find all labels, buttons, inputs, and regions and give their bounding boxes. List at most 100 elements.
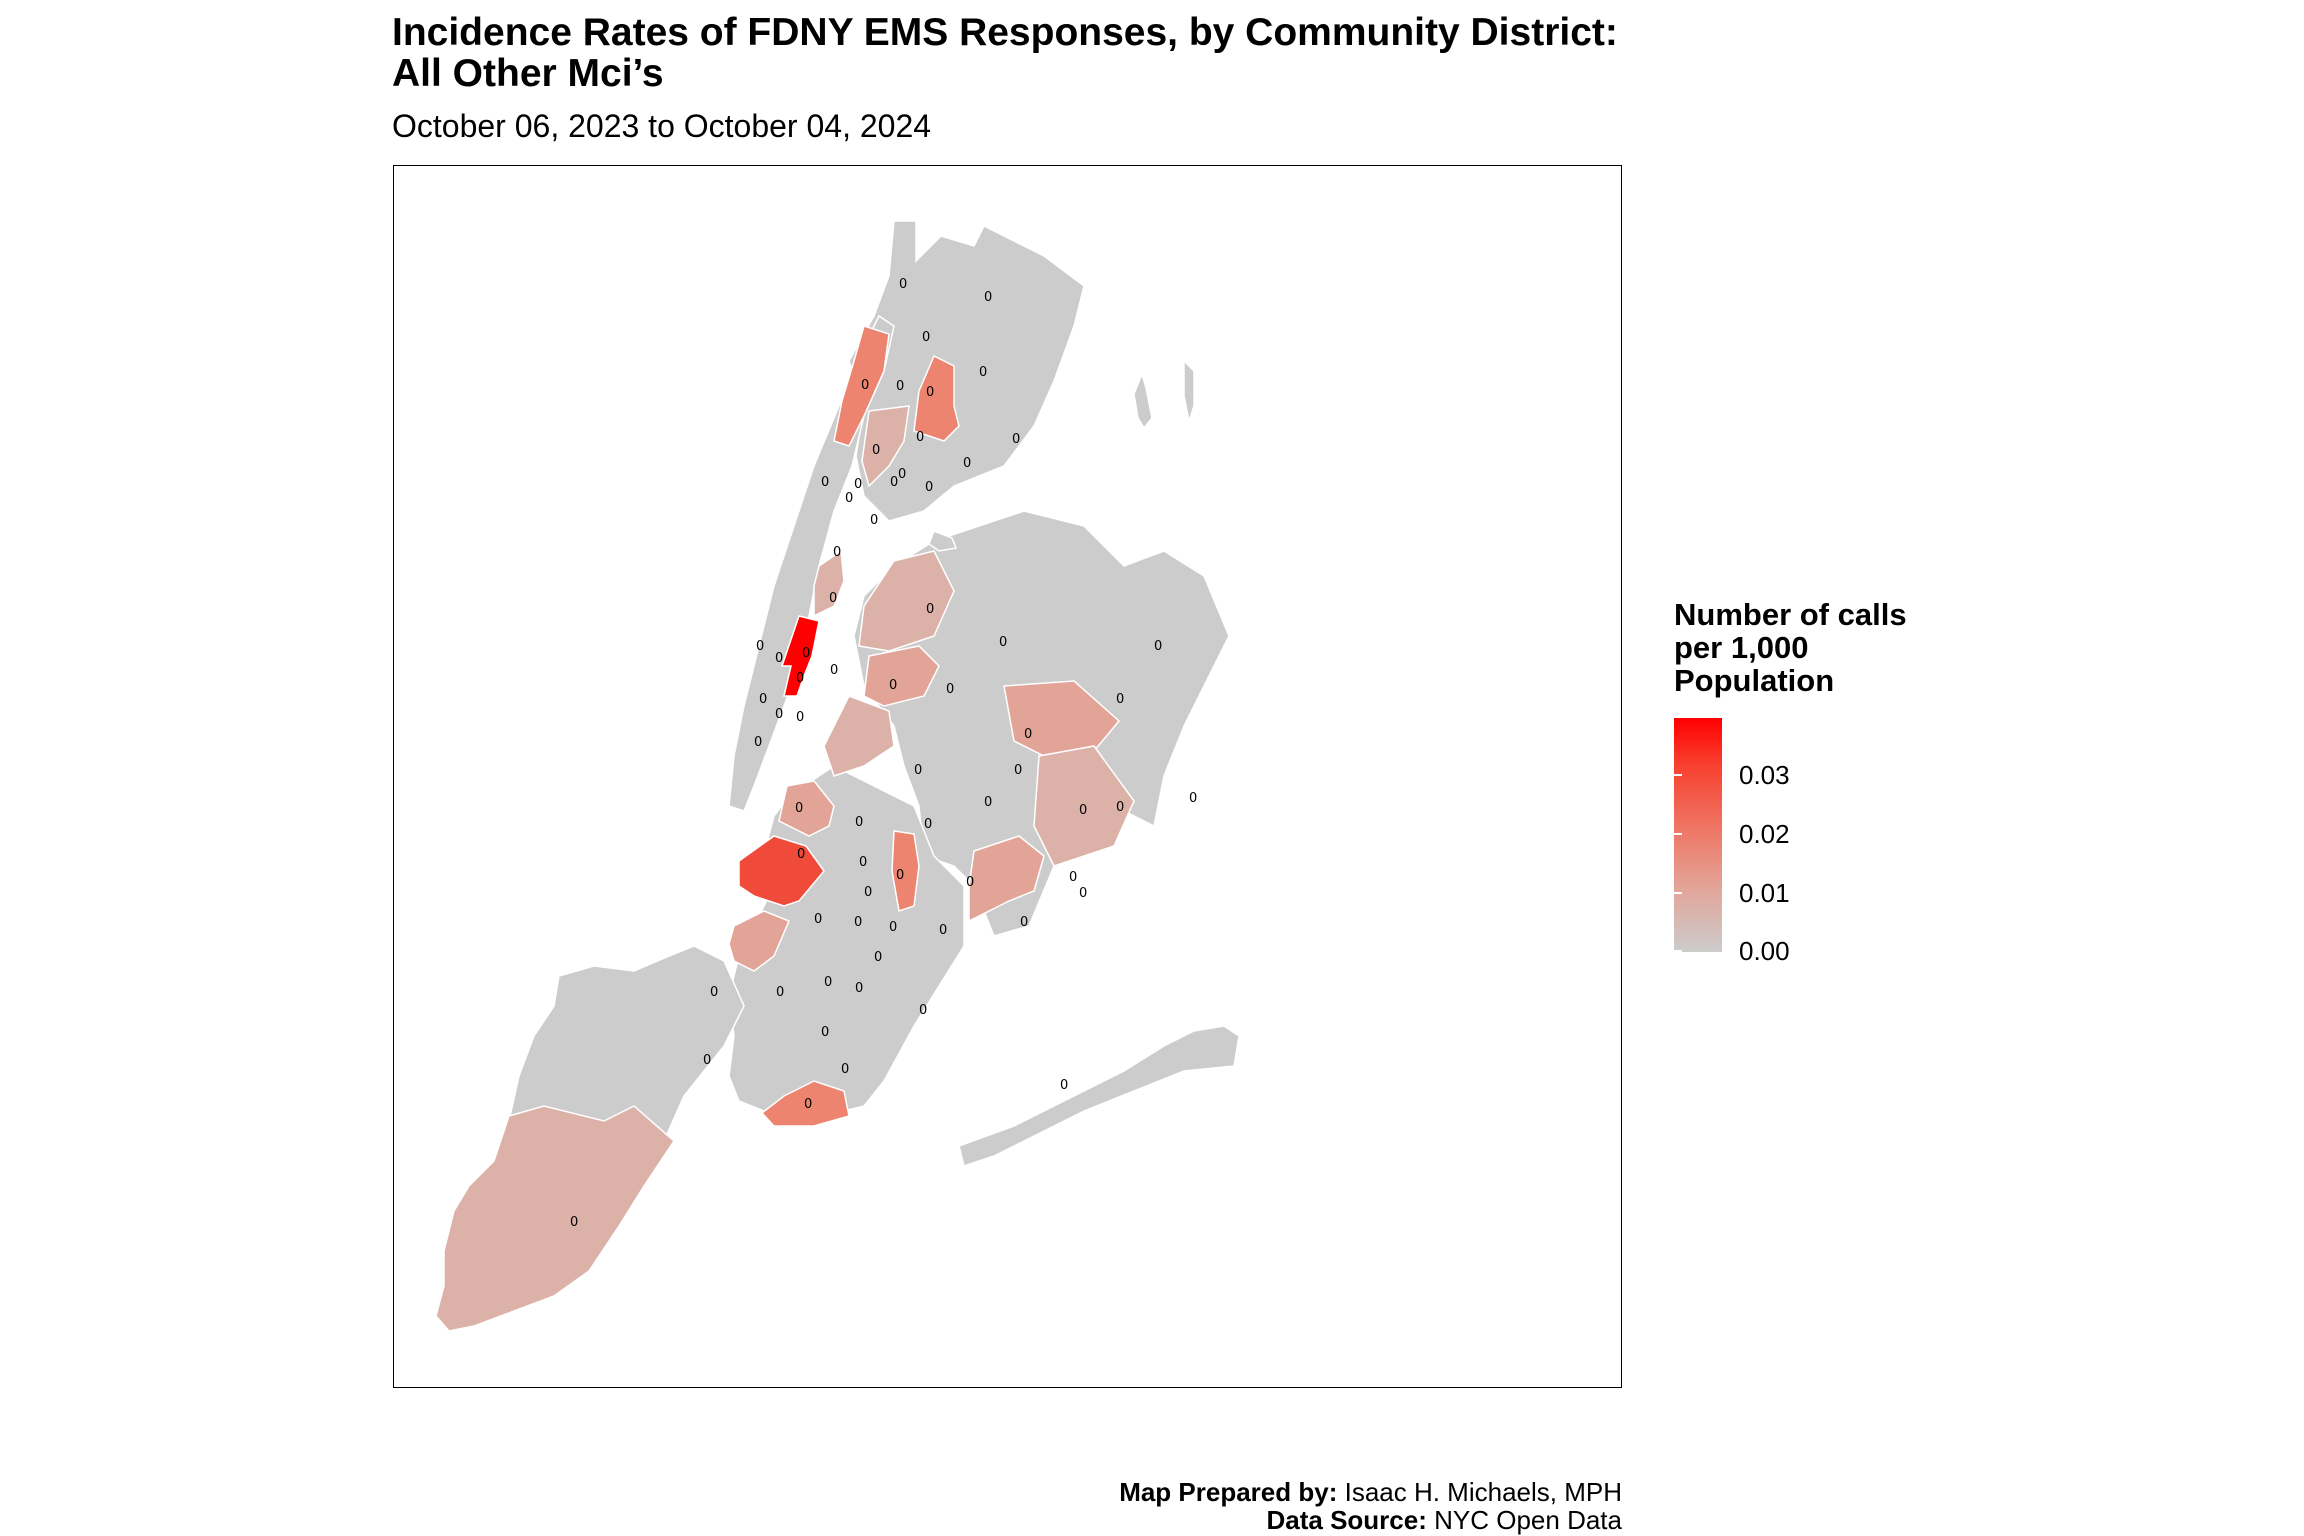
district-value-label: 0 — [1116, 800, 1124, 815]
district-value-label: 0 — [1079, 803, 1087, 818]
district-brooklyn-sunset-park — [728, 910, 790, 972]
caption-prepared-by: Map Prepared by: Isaac H. Michaels, MPH — [1119, 1477, 1622, 1507]
district-value-label: 0 — [802, 646, 810, 661]
island-shape — [1183, 359, 1195, 424]
rockaway-shape — [958, 1025, 1240, 1167]
nyc-community-district-map: 0 0 0 0 0 0 0 0 0 0 0 0 0 0 0 0 0 0 0 0 … — [435, 220, 1240, 1332]
district-value-label: 0 — [796, 671, 804, 686]
district-value-label: 0 — [922, 330, 930, 345]
map-title: Incidence Rates of FDNY EMS Responses, b… — [392, 12, 1792, 94]
district-value-label: 0 — [797, 847, 805, 862]
map-subtitle: October 06, 2023 to October 04, 2024 — [392, 108, 932, 144]
district-value-label: 0 — [855, 815, 863, 830]
district-value-label: 0 — [1012, 432, 1020, 447]
district-value-label: 0 — [889, 678, 897, 693]
district-value-label: 0 — [924, 817, 932, 832]
map-title-line-1: Incidence Rates of FDNY EMS Responses, b… — [392, 11, 1618, 54]
district-value-label: 0 — [899, 277, 907, 292]
district-value-label: 0 — [896, 379, 904, 394]
district-value-label: 0 — [841, 1062, 849, 1077]
legend-tick-label: 0.00 — [1739, 936, 1790, 966]
district-value-label: 0 — [821, 1025, 829, 1040]
district-value-label: 0 — [926, 602, 934, 617]
caption-data-source: Data Source: NYC Open Data — [1267, 1505, 1623, 1535]
district-value-label: 0 — [939, 923, 947, 938]
legend-tick-mark — [1674, 892, 1682, 894]
district-value-label: 0 — [824, 975, 832, 990]
district-value-label: 0 — [864, 885, 872, 900]
legend-colorbar — [1674, 718, 1722, 952]
district-value-label: 0 — [889, 920, 897, 935]
district-value-label: 0 — [999, 635, 1007, 650]
district-value-label: 0 — [1079, 886, 1087, 901]
district-value-label: 0 — [1020, 915, 1028, 930]
district-manhattan-uws — [833, 325, 890, 447]
district-value-label: 0 — [859, 855, 867, 870]
caption-source-label: Data Source: — [1266, 1505, 1427, 1535]
legend-tick-mark — [1722, 774, 1730, 776]
district-value-label: 0 — [775, 707, 783, 722]
district-value-label: 0 — [1116, 692, 1124, 707]
district-value-label: 0 — [963, 456, 971, 471]
legend-title-line-2: per 1,000 — [1674, 630, 1809, 665]
district-bronx-pelham — [913, 354, 960, 442]
district-bronx-soundview — [861, 405, 910, 488]
district-value-label: 0 — [966, 875, 974, 890]
legend-tick-label: 0.03 — [1739, 760, 1790, 790]
legend-tick-mark — [1674, 950, 1682, 952]
district-value-label: 0 — [916, 430, 924, 445]
district-value-label: 0 — [1154, 639, 1162, 654]
district-value-label: 0 — [861, 378, 869, 393]
district-queens-jackson-hts — [863, 645, 940, 707]
island-shape — [928, 530, 958, 552]
legend-tick-mark — [1674, 774, 1682, 776]
caption-source-value: NYC Open Data — [1434, 1505, 1622, 1535]
district-staten-island-south — [435, 1105, 675, 1332]
district-value-label: 0 — [1024, 727, 1032, 742]
district-value-label: 0 — [821, 475, 829, 490]
district-brooklyn-coney-island — [760, 1080, 850, 1127]
district-value-label: 0 — [984, 290, 992, 305]
district-value-label: 0 — [710, 985, 718, 1000]
district-value-label: 0 — [898, 467, 906, 482]
map-panel: 0 0 0 0 0 0 0 0 0 0 0 0 0 0 0 0 0 0 0 0 … — [393, 165, 1622, 1388]
district-value-label: 0 — [830, 663, 838, 678]
legend-tick-label: 0.02 — [1739, 819, 1790, 849]
district-value-label: 0 — [919, 1003, 927, 1018]
district-value-label: 0 — [855, 981, 863, 996]
highlighted-districts — [435, 325, 1135, 1332]
district-value-label: 0 — [914, 763, 922, 778]
legend-tick-label: 0.01 — [1739, 878, 1790, 908]
district-value-label: 0 — [1189, 791, 1197, 806]
district-value-label: 0 — [874, 950, 882, 965]
district-value-label: 0 — [896, 868, 904, 883]
district-manhattan-east — [813, 549, 845, 618]
district-value-label: 0 — [845, 491, 853, 506]
district-value-label: 0 — [756, 639, 764, 654]
district-labels: 0 0 0 0 0 0 0 0 0 0 0 0 0 0 0 0 0 0 0 0 … — [570, 277, 1197, 1230]
caption-prepared-label: Map Prepared by: — [1119, 1477, 1338, 1507]
district-value-label: 0 — [814, 912, 822, 927]
island-shape — [1133, 371, 1153, 430]
district-manhattan-midtown — [780, 615, 820, 697]
district-value-label: 0 — [926, 385, 934, 400]
district-value-label: 0 — [570, 1215, 578, 1230]
district-value-label: 0 — [870, 513, 878, 528]
district-value-label: 0 — [890, 475, 898, 490]
legend-tick-mark — [1722, 833, 1730, 835]
district-value-label: 0 — [854, 915, 862, 930]
district-value-label: 0 — [804, 1097, 812, 1112]
district-queens-jfk — [968, 835, 1045, 923]
district-queens-ridgewood — [823, 695, 895, 777]
district-value-label: 0 — [759, 692, 767, 707]
district-value-label: 0 — [796, 710, 804, 725]
legend-title-line-3: Population — [1674, 663, 1835, 698]
district-value-label: 0 — [703, 1053, 711, 1068]
district-queens-astoria — [858, 550, 955, 652]
district-brooklyn-park-slope — [738, 835, 825, 907]
legend-title: Number of calls per 1,000 Population — [1674, 598, 1994, 697]
district-brooklyn-canarsie — [891, 830, 920, 912]
legend-tick-mark — [1722, 892, 1730, 894]
district-value-label: 0 — [833, 545, 841, 560]
district-queens-jamaica — [1033, 745, 1135, 867]
